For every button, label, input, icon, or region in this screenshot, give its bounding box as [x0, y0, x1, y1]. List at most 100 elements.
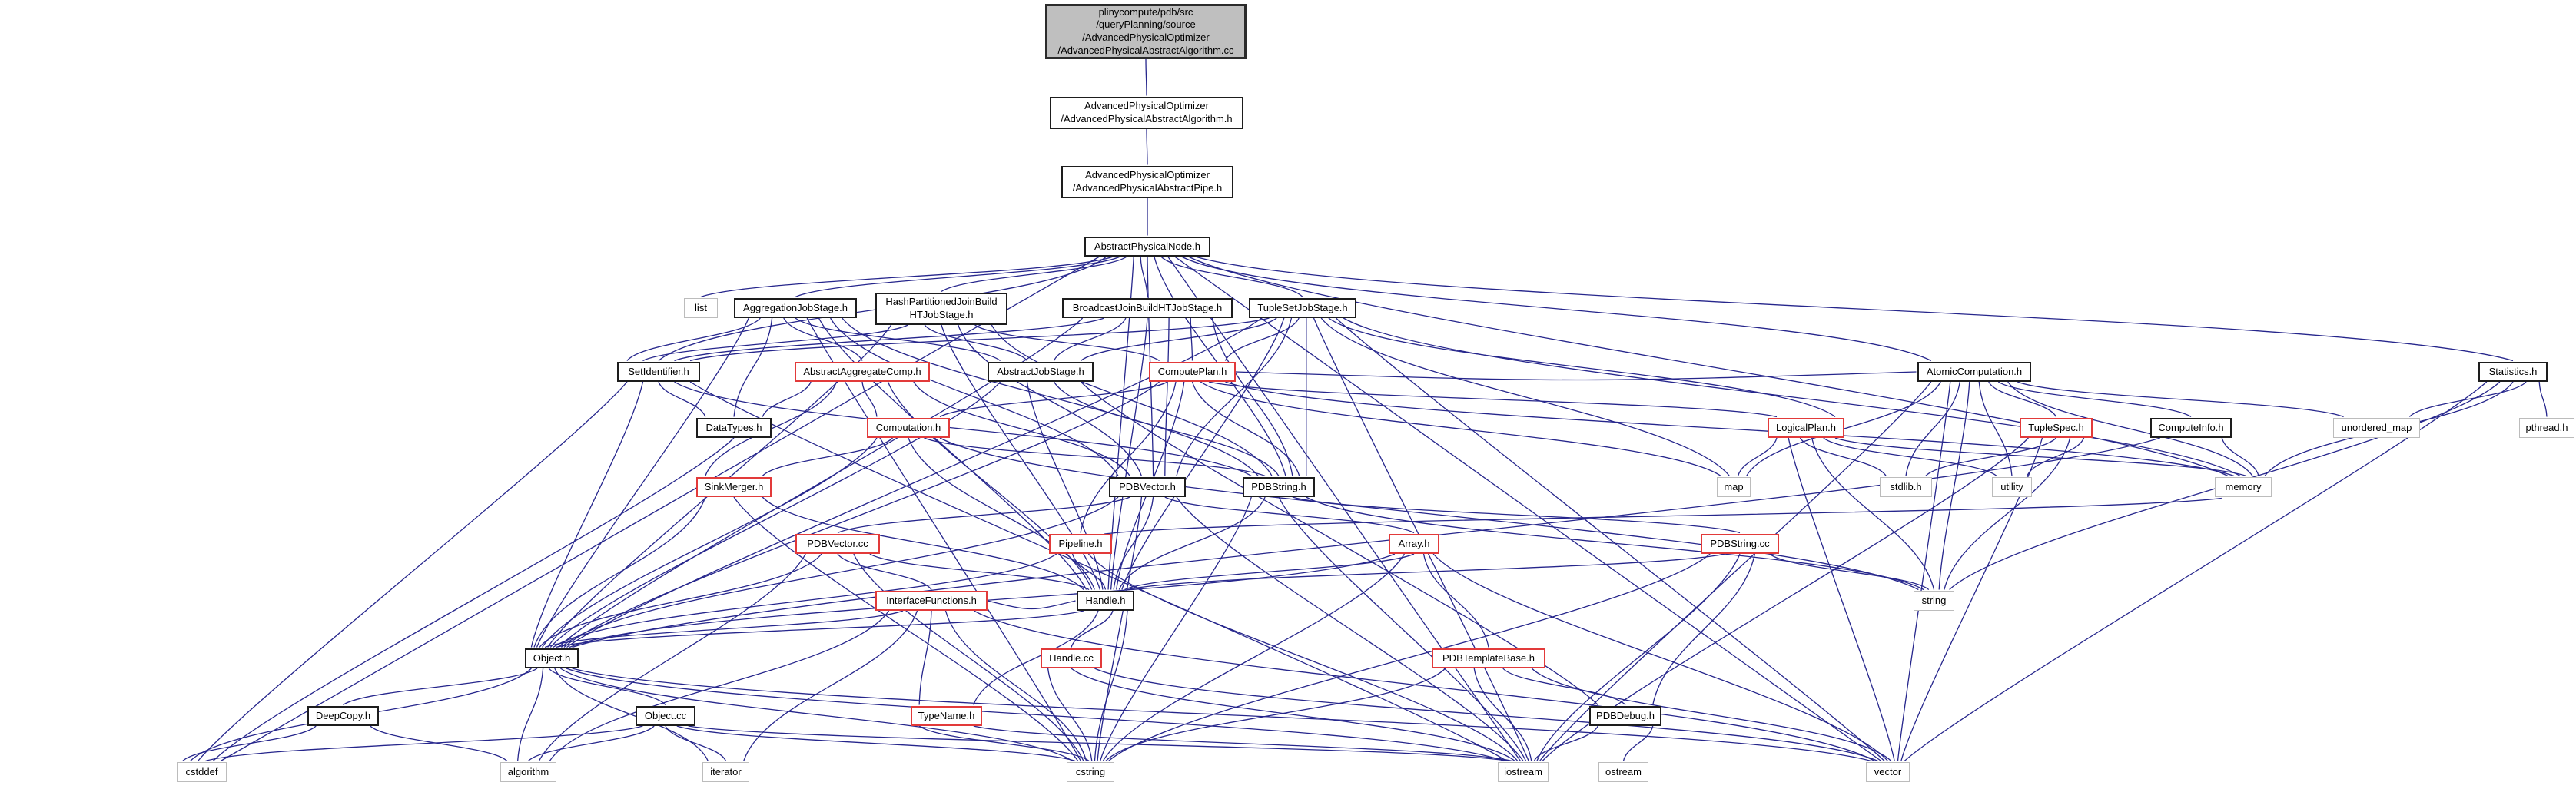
- edge-abstract-job-stage-h-to-pdb-debug-h: [1080, 381, 1598, 705]
- edge-atomic-computation-h-to-vector: [1897, 381, 1951, 761]
- node-compute-plan-h[interactable]: ComputePlan.h: [1149, 362, 1236, 382]
- edge-type-name-h-to-iostream: [973, 725, 1512, 762]
- node-label: ComputePlan.h: [1157, 365, 1227, 377]
- node-pdb-template-base-h[interactable]: PDBTemplateBase.h: [1432, 648, 1545, 668]
- node-interface-functions-h[interactable]: InterfaceFunctions.h: [875, 591, 988, 611]
- edge-handle-h-to-type-name-h: [973, 610, 1099, 705]
- node-unordered-map[interactable]: unordered_map: [2333, 418, 2420, 438]
- edge-compute-plan-h-to-computation-h: [939, 381, 1168, 418]
- node-broadcast[interactable]: BroadcastJoinBuildHTJobStage.h: [1062, 298, 1233, 318]
- edge-deep-copy-h-to-algorithm: [370, 725, 508, 761]
- node-iterator[interactable]: iterator: [702, 762, 749, 782]
- node-algorithm[interactable]: algorithm: [500, 762, 556, 782]
- node-type-name-h[interactable]: TypeName.h: [911, 706, 982, 726]
- edge-pdb-debug-h-to-iostream: [1533, 725, 1598, 761]
- node-pdb-debug-h[interactable]: PDBDebug.h: [1589, 706, 1661, 726]
- node-abstract-physical-node-h[interactable]: AbstractPhysicalNode.h: [1084, 237, 1210, 257]
- node-tuple-spec-h[interactable]: TupleSpec.h: [2020, 418, 2093, 438]
- node-handle-h[interactable]: Handle.h: [1077, 591, 1134, 611]
- edge-pdb-vector-h-to-object-h: [560, 496, 1119, 648]
- edge-abstract-aggregate-comp-h-to-pdb-vector-h: [913, 381, 1130, 476]
- edge-pdb-vector-h-to-handle-h: [1113, 496, 1154, 590]
- node-main-cc[interactable]: plinycompute/pdb/src /queryPlanning/sour…: [1045, 4, 1247, 59]
- edge-sink-merger-h-to-object-h: [533, 496, 706, 648]
- node-ostream[interactable]: ostream: [1598, 762, 1648, 782]
- edge-interface-functions-h-to-vector: [974, 610, 1875, 762]
- node-label: BroadcastJoinBuildHTJobStage.h: [1072, 301, 1223, 313]
- edge-tuple-set-job-stage-h-to-vector: [1336, 317, 1885, 761]
- edge-tuple-set-job-stage-h-to-set-identifier-h: [689, 317, 1270, 362]
- edge-abstract-physical-node-h-to-tuple-set-job-stage-h: [1160, 256, 1303, 297]
- node-pdb-vector-cc[interactable]: PDBVector.cc: [795, 534, 880, 554]
- node-list[interactable]: list: [684, 298, 718, 318]
- node-statistics-h[interactable]: Statistics.h: [2478, 362, 2548, 382]
- node-label: AbstractJobStage.h: [997, 365, 1084, 377]
- node-stdlib-h[interactable]: stdlib.h: [1880, 477, 1932, 497]
- edge-logical-plan-h-to-string: [1811, 437, 1935, 590]
- node-compute-info-h[interactable]: ComputeInfo.h: [2150, 418, 2232, 438]
- node-adv-algorithm-h[interactable]: AdvancedPhysicalOptimizer /AdvancedPhysi…: [1050, 97, 1243, 129]
- edge-abstract-physical-node-h-to-vector: [1174, 256, 1882, 762]
- node-label: LogicalPlan.h: [1775, 421, 1837, 433]
- node-atomic-computation-h[interactable]: AtomicComputation.h: [1917, 362, 2031, 382]
- edge-atomic-computation-h-to-utility: [1978, 381, 2013, 476]
- node-label: AdvancedPhysicalOptimizer /AdvancedPhysi…: [1072, 169, 1223, 194]
- edge-handle-h-to-cstring: [1094, 610, 1128, 761]
- node-abstract-aggregate-comp-h[interactable]: AbstractAggregateComp.h: [795, 362, 930, 382]
- node-handle-cc[interactable]: Handle.cc: [1041, 648, 1102, 668]
- edge-compute-plan-h-to-map: [1200, 381, 1721, 477]
- node-data-types-h[interactable]: DataTypes.h: [696, 418, 772, 438]
- node-pdb-string-cc[interactable]: PDBString.cc: [1701, 534, 1779, 554]
- node-label: map: [1724, 480, 1744, 492]
- node-hash-partitioned[interactable]: HashPartitionedJoinBuild HTJobStage.h: [875, 293, 1007, 325]
- edge-compute-plan-h-to-logical-plan-h: [1208, 381, 1778, 418]
- node-aggregation-job-stage-h[interactable]: AggregationJobStage.h: [734, 298, 857, 318]
- edge-logical-plan-h-to-utility: [1823, 437, 1997, 477]
- node-cstring[interactable]: cstring: [1067, 762, 1114, 782]
- node-sink-merger-h[interactable]: SinkMerger.h: [696, 477, 772, 497]
- node-label: DeepCopy.h: [315, 709, 371, 721]
- edge-group: [182, 58, 2548, 762]
- node-array-h[interactable]: Array.h: [1389, 534, 1439, 554]
- node-tuple-set-job-stage-h[interactable]: TupleSetJobStage.h: [1249, 298, 1356, 318]
- edge-statistics-h-to-vector: [1904, 381, 2488, 761]
- node-pdb-vector-h[interactable]: PDBVector.h: [1109, 477, 1186, 497]
- node-label: ostream: [1605, 765, 1642, 777]
- edge-aggregation-job-stage-h-to-data-types-h: [733, 317, 773, 417]
- node-label: PDBDebug.h: [1596, 709, 1655, 721]
- node-map[interactable]: map: [1717, 477, 1751, 497]
- node-memory[interactable]: memory: [2215, 477, 2272, 497]
- node-abstract-job-stage-h[interactable]: AbstractJobStage.h: [988, 362, 1094, 382]
- node-set-identifier-h[interactable]: SetIdentifier.h: [617, 362, 700, 382]
- node-label: pthread.h: [2525, 421, 2568, 433]
- node-pthread-h[interactable]: pthread.h: [2519, 418, 2574, 438]
- edge-pipeline-h-to-object-h: [553, 553, 1057, 648]
- edge-pdb-vector-h-to-pdb-vector-cc: [837, 496, 1130, 534]
- edge-compute-info-h-to-memory: [2221, 437, 2259, 476]
- node-cstddef[interactable]: cstddef: [177, 762, 227, 782]
- node-adv-pipe-h[interactable]: AdvancedPhysicalOptimizer /AdvancedPhysi…: [1061, 166, 1233, 198]
- node-vector[interactable]: vector: [1866, 762, 1910, 782]
- node-label: cstddef: [185, 765, 218, 777]
- edge-logical-plan-h-to-stdlib-h: [1799, 437, 1887, 476]
- node-label: Computation.h: [875, 421, 941, 433]
- node-utility[interactable]: utility: [1992, 477, 2032, 497]
- node-label: list: [695, 301, 707, 313]
- node-logical-plan-h[interactable]: LogicalPlan.h: [1768, 418, 1844, 438]
- node-deep-copy-h[interactable]: DeepCopy.h: [307, 706, 379, 726]
- node-label: AdvancedPhysicalOptimizer /AdvancedPhysi…: [1061, 100, 1233, 124]
- node-pdb-string-h[interactable]: PDBString.h: [1243, 477, 1315, 497]
- node-object-h[interactable]: Object.h: [525, 648, 579, 668]
- edge-handle-cc-to-cstring: [1047, 668, 1093, 761]
- edge-broadcast-to-compute-plan-h: [1190, 317, 1193, 361]
- node-computation-h[interactable]: Computation.h: [867, 418, 950, 438]
- edge-object-cc-to-algorithm: [528, 725, 655, 761]
- edge-pdb-string-cc-to-iostream: [1536, 553, 1741, 761]
- edge-compute-plan-h-to-memory: [1225, 381, 2235, 477]
- node-label: iostream: [1504, 765, 1542, 777]
- node-pipeline-h[interactable]: Pipeline.h: [1049, 534, 1112, 554]
- node-string[interactable]: string: [1914, 591, 1954, 611]
- node-iostream[interactable]: iostream: [1498, 762, 1549, 782]
- node-object-cc[interactable]: Object.cc: [636, 706, 695, 726]
